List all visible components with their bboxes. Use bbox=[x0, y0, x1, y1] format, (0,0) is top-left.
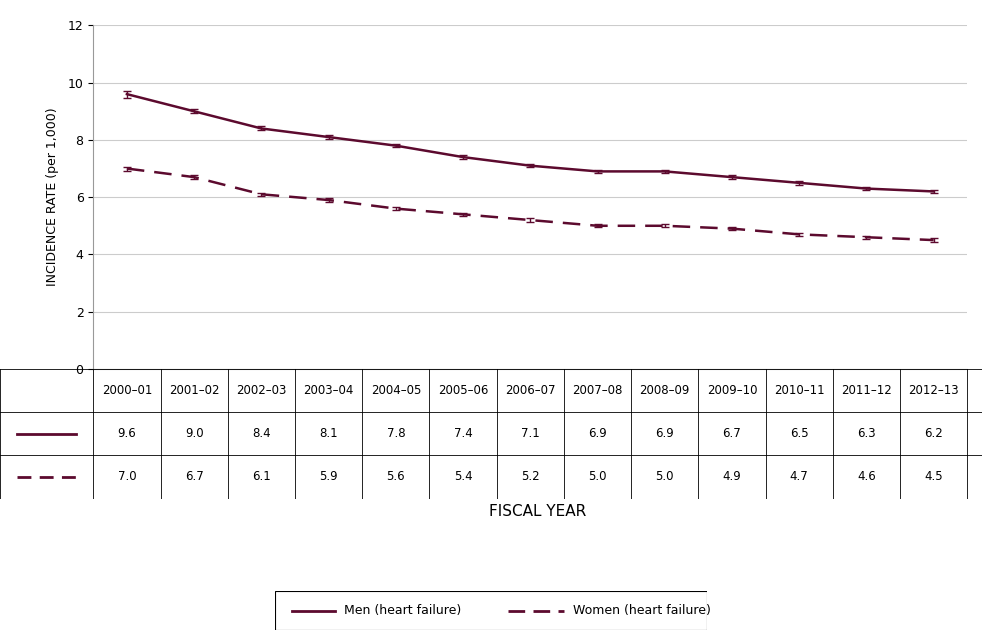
Text: 2009–10: 2009–10 bbox=[707, 384, 757, 397]
Text: 2006–07: 2006–07 bbox=[505, 384, 556, 397]
Text: 5.4: 5.4 bbox=[454, 471, 472, 483]
Text: Women (heart failure): Women (heart failure) bbox=[573, 604, 711, 617]
Text: Men (heart failure): Men (heart failure) bbox=[344, 604, 462, 617]
Text: 4.7: 4.7 bbox=[790, 471, 808, 483]
Text: 5.0: 5.0 bbox=[656, 471, 674, 483]
Text: FISCAL YEAR: FISCAL YEAR bbox=[489, 504, 586, 519]
Text: 2002–03: 2002–03 bbox=[237, 384, 287, 397]
Text: 5.6: 5.6 bbox=[387, 471, 406, 483]
Text: 6.9: 6.9 bbox=[588, 427, 607, 440]
Text: 2010–11: 2010–11 bbox=[774, 384, 825, 397]
Text: 6.9: 6.9 bbox=[655, 427, 674, 440]
Text: 2007–08: 2007–08 bbox=[573, 384, 623, 397]
Text: 7.0: 7.0 bbox=[118, 471, 136, 483]
Text: 7.1: 7.1 bbox=[520, 427, 540, 440]
Text: 9.6: 9.6 bbox=[118, 427, 136, 440]
Text: 2004–05: 2004–05 bbox=[370, 384, 421, 397]
Y-axis label: INCIDENCE RATE (per 1,000): INCIDENCE RATE (per 1,000) bbox=[46, 108, 59, 286]
Text: 6.2: 6.2 bbox=[924, 427, 943, 440]
Text: 2012–13: 2012–13 bbox=[908, 384, 959, 397]
Text: 6.5: 6.5 bbox=[790, 427, 808, 440]
Text: 2003–04: 2003–04 bbox=[303, 384, 354, 397]
FancyBboxPatch shape bbox=[275, 591, 707, 630]
Text: 6.7: 6.7 bbox=[185, 471, 203, 483]
Text: 6.1: 6.1 bbox=[252, 471, 271, 483]
Text: 8.1: 8.1 bbox=[319, 427, 338, 440]
Text: 9.0: 9.0 bbox=[185, 427, 203, 440]
Text: 8.4: 8.4 bbox=[252, 427, 271, 440]
Text: 7.4: 7.4 bbox=[454, 427, 472, 440]
Text: 5.9: 5.9 bbox=[319, 471, 338, 483]
Text: 2000–01: 2000–01 bbox=[102, 384, 152, 397]
Text: 2011–12: 2011–12 bbox=[841, 384, 892, 397]
Text: 5.0: 5.0 bbox=[588, 471, 607, 483]
Text: 4.6: 4.6 bbox=[857, 471, 876, 483]
Text: 6.7: 6.7 bbox=[723, 427, 741, 440]
Text: 2008–09: 2008–09 bbox=[639, 384, 690, 397]
Text: 5.2: 5.2 bbox=[521, 471, 539, 483]
Text: 4.5: 4.5 bbox=[924, 471, 943, 483]
Text: 6.3: 6.3 bbox=[857, 427, 876, 440]
Text: 2005–06: 2005–06 bbox=[438, 384, 488, 397]
Text: 7.8: 7.8 bbox=[387, 427, 406, 440]
Text: 4.9: 4.9 bbox=[723, 471, 741, 483]
Text: 2001–02: 2001–02 bbox=[169, 384, 219, 397]
